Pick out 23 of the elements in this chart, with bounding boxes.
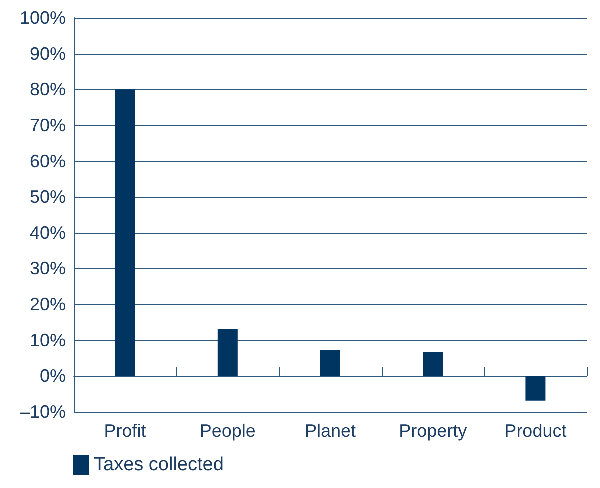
y-tick-label: 50% <box>30 187 66 208</box>
y-tick-label: 90% <box>30 44 66 64</box>
y-tick-label: 10% <box>30 330 66 350</box>
y-tick-label: 80% <box>30 80 66 100</box>
bar <box>526 376 546 401</box>
legend-label: Taxes collected <box>94 454 224 476</box>
bar <box>423 352 444 376</box>
bar <box>218 329 238 376</box>
bar <box>115 90 136 376</box>
y-tick-label: –10% <box>20 402 66 422</box>
y-tick-label: 0% <box>40 366 66 386</box>
x-tick-label: People <box>200 421 256 441</box>
x-tick-label: Property <box>399 421 468 441</box>
x-tick-label: Product <box>504 421 567 441</box>
bar <box>320 350 340 376</box>
x-tick-label: Planet <box>304 421 356 441</box>
y-tick-label: 100% <box>20 8 66 28</box>
x-tick-label: Profit <box>104 421 146 441</box>
y-tick-label: 60% <box>30 151 66 172</box>
y-tick-label: 70% <box>30 115 66 136</box>
y-tick-label: 20% <box>30 294 66 315</box>
y-tick-label: 40% <box>30 222 66 243</box>
y-tick-label: 30% <box>30 258 66 279</box>
